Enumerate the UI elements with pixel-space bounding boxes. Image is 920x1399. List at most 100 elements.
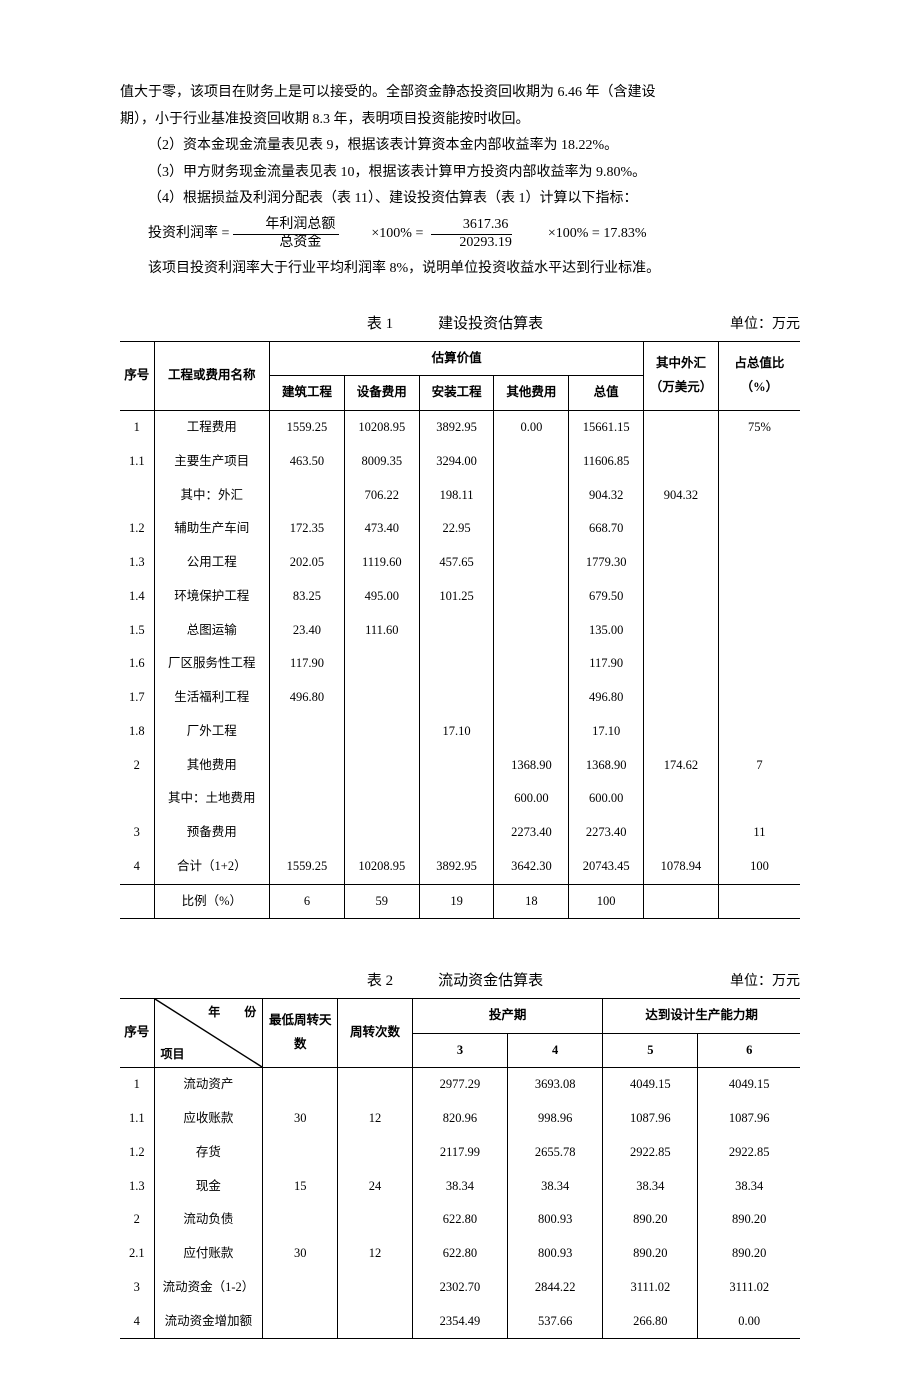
table-cell: 622.80: [412, 1203, 507, 1237]
table-cell: [494, 681, 569, 715]
table-cell: 3: [120, 816, 154, 850]
table-cell: 3693.08: [508, 1068, 603, 1102]
th-y3: 3: [412, 1033, 507, 1068]
th-design-period: 达到设计生产能力期: [603, 998, 800, 1033]
table-cell: [344, 681, 419, 715]
formula-row: 投资利润率 = 年利润总额 总资金 ×100% = 3617.36 20293.…: [120, 217, 800, 252]
th-y4: 4: [508, 1033, 603, 1068]
table-cell: [494, 479, 569, 513]
table-cell: 172.35: [270, 512, 345, 546]
table-cell: [494, 647, 569, 681]
table-cell: 1.1: [120, 445, 154, 479]
table-cell: [120, 782, 154, 816]
table-cell: [419, 816, 494, 850]
table-cell: 890.20: [603, 1237, 698, 1271]
diag-item-label: 项目: [161, 1043, 185, 1066]
table-cell: 19: [419, 884, 494, 919]
table-cell: 1087.96: [603, 1102, 698, 1136]
table-cell: [644, 647, 719, 681]
table-cell: [718, 681, 800, 715]
table1-unit: 单位：万元: [730, 312, 800, 339]
fraction-numerator: 年利润总额: [233, 217, 339, 235]
table-cell: 998.96: [508, 1102, 603, 1136]
table-cell: [270, 749, 345, 783]
table2-unit: 单位：万元: [730, 969, 800, 996]
table-cell: 668.70: [569, 512, 644, 546]
formula-lead: 投资利润率 =: [120, 221, 229, 248]
table-cell: 3892.95: [419, 850, 494, 884]
table-cell: 公用工程: [154, 546, 270, 580]
table-cell: [644, 884, 719, 919]
table1: 序号 工程或费用名称 估算价值 其中外汇（万美元） 占总值比（%） 建筑工程 设…: [120, 341, 800, 920]
table-cell: [718, 715, 800, 749]
table-cell: 17.10: [569, 715, 644, 749]
table-cell: [263, 1068, 338, 1102]
table-cell: [344, 715, 419, 749]
table-cell: 266.80: [603, 1305, 698, 1339]
table-cell: 1.2: [120, 1136, 154, 1170]
table-cell: 100: [718, 850, 800, 884]
table-cell: 800.93: [508, 1237, 603, 1271]
table-cell: 174.62: [644, 749, 719, 783]
table-cell: 679.50: [569, 580, 644, 614]
table-cell: [338, 1271, 413, 1305]
table-cell: 198.11: [419, 479, 494, 513]
table-cell: 1.4: [120, 580, 154, 614]
table-cell: 2354.49: [412, 1305, 507, 1339]
table-cell: [270, 479, 345, 513]
table-cell: 1.5: [120, 614, 154, 648]
table-cell: 38.34: [603, 1170, 698, 1204]
table-cell: 生活福利工程: [154, 681, 270, 715]
table-cell: [644, 782, 719, 816]
table1-caption: 表 1 建设投资估算表: [180, 310, 730, 339]
table-cell: 12: [338, 1237, 413, 1271]
table-cell: 合计（1+2）: [154, 850, 270, 884]
table-cell: 117.90: [270, 647, 345, 681]
table-cell: 904.32: [644, 479, 719, 513]
table2-caption: 表 2 流动资金估算表: [180, 967, 730, 996]
table-cell: 1368.90: [494, 749, 569, 783]
table-cell: [263, 1305, 338, 1339]
table-cell: 1087.96: [698, 1102, 800, 1136]
th-total: 总值: [569, 376, 644, 411]
table-cell: 600.00: [569, 782, 644, 816]
table-cell: 2273.40: [569, 816, 644, 850]
body-text-line: （3）甲方财务现金流量表见表 10，根据该表计算甲方投资内部收益率为 9.80%…: [120, 160, 800, 187]
table-cell: 15: [263, 1170, 338, 1204]
table-cell: 1368.90: [569, 749, 644, 783]
table-cell: 820.96: [412, 1102, 507, 1136]
table-cell: [419, 614, 494, 648]
table-cell: 7: [718, 749, 800, 783]
table-cell: 应付账款: [154, 1237, 263, 1271]
th-turns: 周转次数: [338, 998, 413, 1068]
table-cell: 3: [120, 1271, 154, 1305]
table-cell: 流动资产: [154, 1068, 263, 1102]
table-cell: 18: [494, 884, 569, 919]
table-cell: [718, 512, 800, 546]
table-cell: 101.25: [419, 580, 494, 614]
table-cell: [494, 546, 569, 580]
table-cell: 1078.94: [644, 850, 719, 884]
table-cell: [644, 546, 719, 580]
table-cell: 其中：外汇: [154, 479, 270, 513]
table-cell: [270, 816, 345, 850]
table-cell: [344, 647, 419, 681]
table-cell: [718, 580, 800, 614]
table-cell: 3294.00: [419, 445, 494, 479]
table-cell: 3111.02: [603, 1271, 698, 1305]
table-cell: [644, 614, 719, 648]
table-cell: 8009.35: [344, 445, 419, 479]
table-cell: [494, 614, 569, 648]
table-cell: [718, 884, 800, 919]
table-cell: 2: [120, 1203, 154, 1237]
table-cell: [644, 681, 719, 715]
table-cell: [718, 546, 800, 580]
table-cell: [718, 614, 800, 648]
table-cell: 2.1: [120, 1237, 154, 1271]
diag-year-label: 年 份: [208, 1001, 256, 1024]
table-cell: 1: [120, 411, 154, 445]
table-cell: 总图运输: [154, 614, 270, 648]
table-cell: 应收账款: [154, 1102, 263, 1136]
table-cell: 流动资金（1-2）: [154, 1271, 263, 1305]
table-cell: 存货: [154, 1136, 263, 1170]
